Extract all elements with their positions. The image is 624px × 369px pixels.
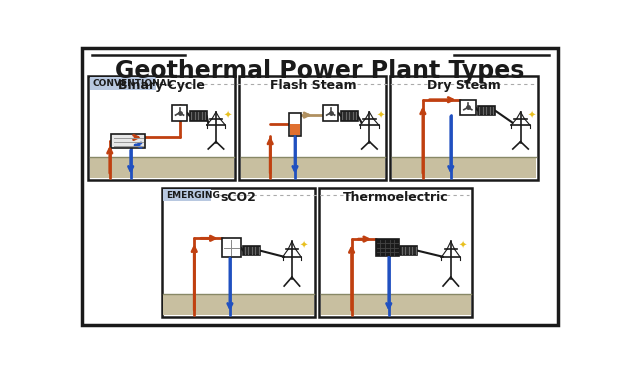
Bar [376, 239, 399, 256]
Bar [290, 124, 300, 135]
Bar [90, 77, 155, 90]
Bar [241, 157, 385, 178]
Bar [88, 76, 235, 180]
Text: ✦: ✦ [377, 111, 385, 121]
Text: ✦: ✦ [528, 111, 536, 121]
Bar [323, 105, 338, 121]
Text: Binary Cycle: Binary Cycle [119, 79, 205, 92]
Text: CONVENTIONAL: CONVENTIONAL [93, 79, 173, 88]
Bar [163, 189, 212, 201]
Text: Flash Steam: Flash Steam [270, 79, 356, 92]
Bar [460, 100, 475, 115]
Text: ✦: ✦ [300, 241, 308, 251]
Text: sCO2: sCO2 [220, 190, 256, 204]
Bar [392, 157, 536, 178]
Text: Thermoelectric: Thermoelectric [343, 190, 449, 204]
Bar [289, 113, 301, 136]
Bar [163, 294, 314, 315]
Text: ✦: ✦ [459, 241, 467, 251]
Bar [90, 157, 234, 178]
Text: EMERGING: EMERGING [167, 191, 220, 200]
Bar [222, 238, 241, 257]
Bar [190, 111, 207, 121]
Bar [172, 105, 187, 121]
Bar [391, 76, 537, 180]
Bar [478, 106, 495, 115]
Bar [162, 187, 315, 317]
Bar [243, 246, 260, 255]
Bar [239, 76, 386, 180]
Text: Geothermal Power Plant Types: Geothermal Power Plant Types [115, 59, 525, 83]
Bar [341, 111, 358, 121]
Bar [401, 246, 417, 255]
Text: ✦: ✦ [223, 111, 232, 121]
Bar [111, 134, 145, 148]
Bar [321, 294, 471, 315]
Bar [319, 187, 472, 317]
Text: Dry Steam: Dry Steam [427, 79, 501, 92]
